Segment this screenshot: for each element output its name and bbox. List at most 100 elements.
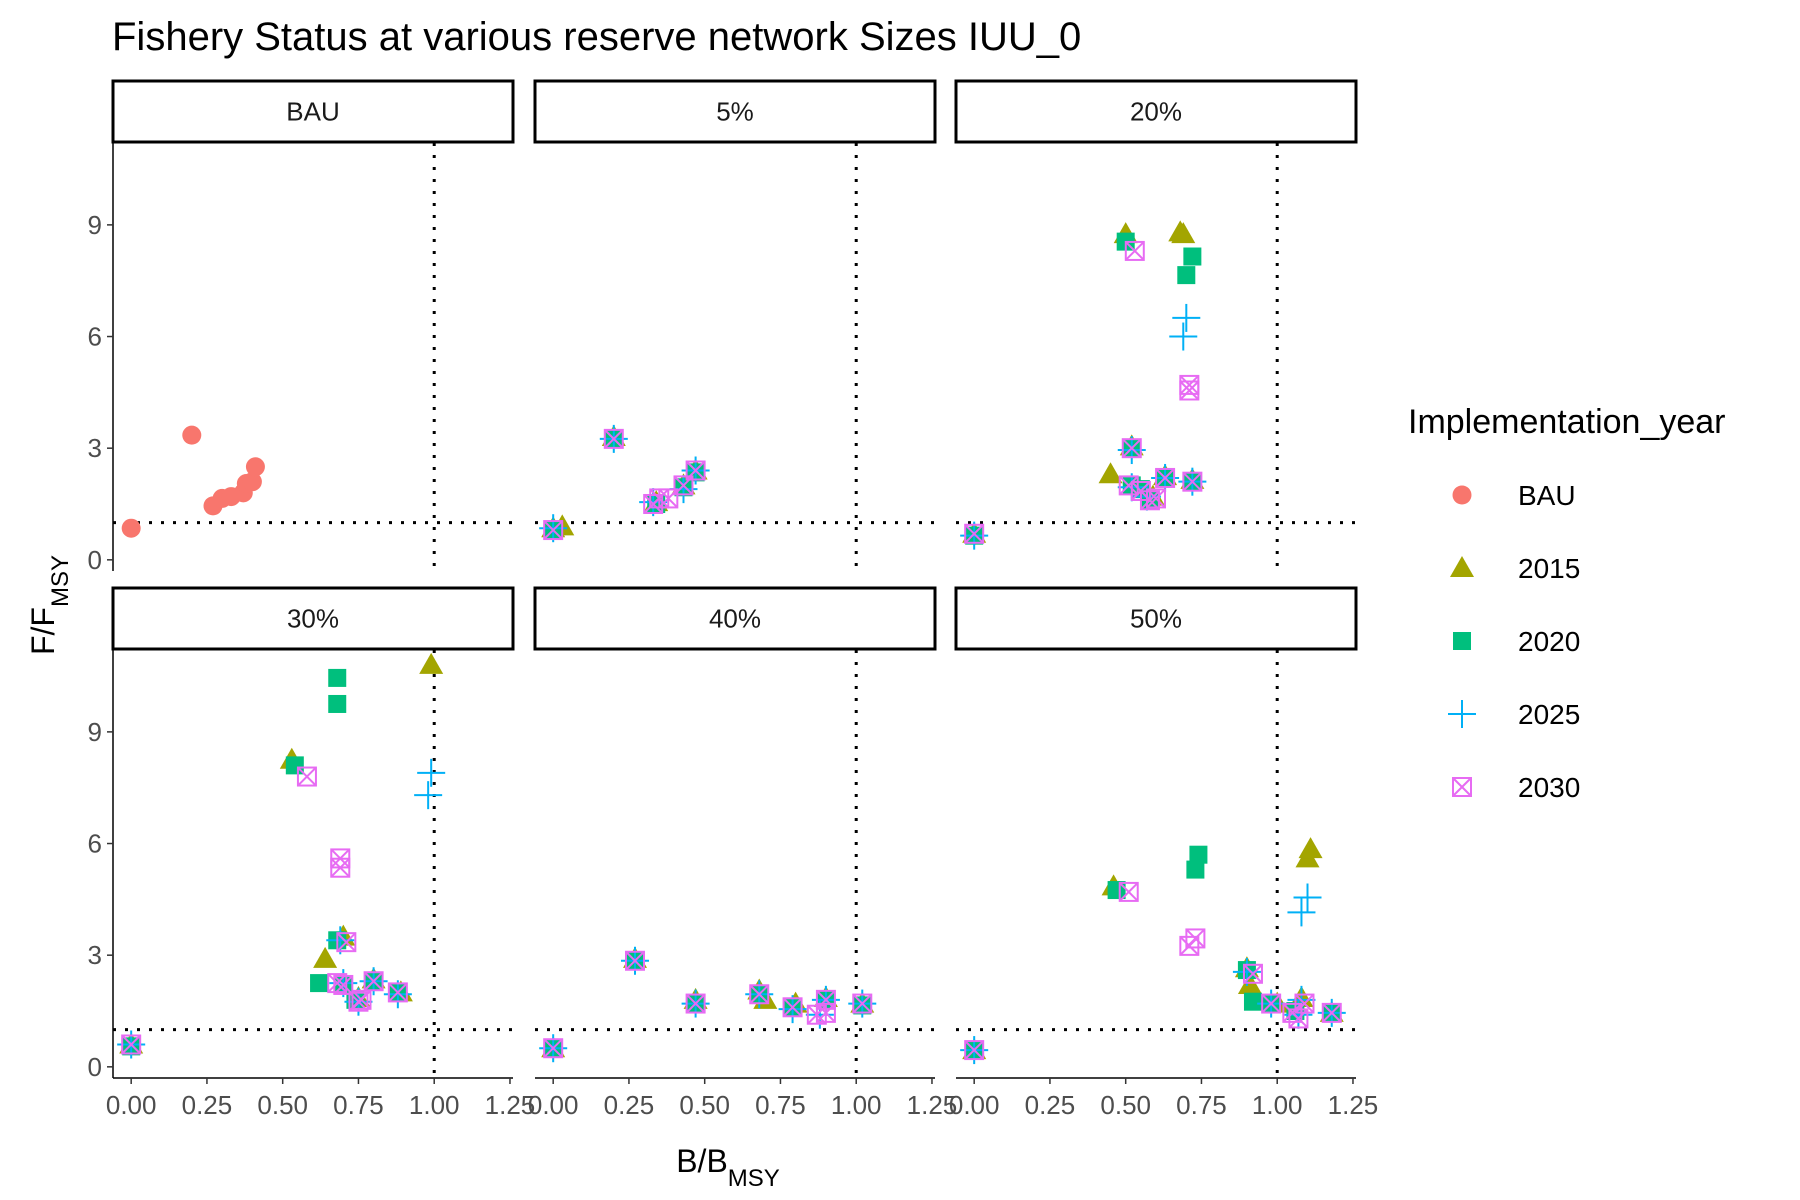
panels-layer: BAU 0 3 6 9 5% 20% 30% 0 3 6 9 0.00 0.25 0.50 0.75 1.00 1… bbox=[88, 79, 1379, 1120]
data-point bbox=[1243, 992, 1262, 1011]
x-tick-label: 0.25 bbox=[182, 1090, 233, 1120]
panel-5pct: 5% bbox=[533, 79, 937, 571]
legend-item-2025: 2025 bbox=[1448, 699, 1580, 730]
x-tick-label: 1.25 bbox=[907, 1090, 958, 1120]
data-point bbox=[1183, 247, 1202, 266]
data-point bbox=[685, 993, 706, 1014]
data-point bbox=[603, 428, 624, 449]
data-point bbox=[543, 520, 564, 541]
series-2020-50pct bbox=[965, 845, 1341, 1060]
x-tick-label: 1.25 bbox=[485, 1090, 536, 1120]
legend-key-2020 bbox=[1453, 632, 1471, 650]
legend-items: BAU 2015 2020 2025 2030 bbox=[1448, 480, 1580, 803]
y-tick-label: 3 bbox=[88, 433, 102, 463]
panel-30pct: 30% 0 3 6 9 0.00 0.25 0.50 0.75 1.00 1.25 bbox=[88, 586, 536, 1120]
x-tick-label: 1.25 bbox=[1328, 1090, 1379, 1120]
data-point bbox=[333, 974, 354, 995]
legend-label: 2020 bbox=[1518, 626, 1580, 657]
data-point bbox=[351, 989, 372, 1010]
data-point bbox=[1155, 467, 1176, 488]
x-tick-label: 1.00 bbox=[1252, 1090, 1303, 1120]
x-tick-label: 0.50 bbox=[1100, 1090, 1151, 1120]
data-point bbox=[1185, 928, 1206, 949]
legend-title: Implementation_year bbox=[1408, 403, 1726, 441]
data-point bbox=[815, 989, 836, 1010]
data-point bbox=[1186, 860, 1205, 879]
x-tick-label: 0.00 bbox=[528, 1090, 579, 1120]
x-tick-label: 0.75 bbox=[755, 1090, 806, 1120]
y-tick-label: 9 bbox=[88, 210, 102, 240]
facet-strip-50pct bbox=[954, 586, 1358, 651]
data-point bbox=[1261, 993, 1282, 1014]
x-tick-label: 1.00 bbox=[409, 1090, 460, 1120]
series-2030-50pct bbox=[964, 881, 1342, 1061]
data-point bbox=[417, 758, 446, 787]
data-point bbox=[242, 472, 262, 492]
data-point bbox=[543, 1038, 564, 1059]
data-point bbox=[1121, 438, 1142, 459]
data-point bbox=[1179, 374, 1200, 395]
facet-strip-label-50pct: 50% bbox=[1130, 604, 1182, 634]
x-tick-label: 1.00 bbox=[831, 1090, 882, 1120]
x-tick-label: 0.00 bbox=[106, 1090, 157, 1120]
y-axis-title: F/FMSY bbox=[25, 555, 74, 655]
legend-label: 2015 bbox=[1518, 553, 1580, 584]
data-point bbox=[387, 982, 408, 1003]
series-2025-20pct bbox=[960, 303, 1207, 550]
data-point bbox=[1118, 881, 1139, 902]
data-point bbox=[1146, 488, 1166, 509]
panel-40pct: 40% 0.00 0.25 0.50 0.75 1.00 1.25 bbox=[528, 586, 958, 1120]
data-point bbox=[1293, 883, 1322, 912]
x-tick-label: 0.00 bbox=[949, 1090, 1000, 1120]
legend-key-2025 bbox=[1448, 700, 1476, 728]
data-point bbox=[296, 766, 317, 787]
data-point bbox=[1169, 322, 1198, 351]
x-tick-label: 0.75 bbox=[1176, 1090, 1227, 1120]
y-tick-label: 6 bbox=[88, 829, 102, 859]
data-point bbox=[625, 950, 645, 971]
series-bau-bau bbox=[121, 425, 265, 538]
data-point bbox=[121, 518, 141, 538]
data-point bbox=[1171, 222, 1196, 244]
series-2030-40pct bbox=[543, 950, 873, 1059]
data-point bbox=[1287, 898, 1316, 927]
x-tick-label: 0.50 bbox=[679, 1090, 730, 1120]
data-point bbox=[414, 781, 443, 810]
data-point bbox=[782, 997, 803, 1018]
data-point bbox=[1232, 957, 1261, 986]
series-2030-30pct bbox=[121, 766, 408, 1055]
data-point bbox=[852, 993, 873, 1014]
facet-strip-bau bbox=[111, 79, 515, 144]
facet-strip-20pct bbox=[954, 79, 1358, 144]
facet-strip-label-30pct: 30% bbox=[287, 604, 339, 634]
data-point bbox=[1321, 1002, 1342, 1023]
data-point bbox=[685, 460, 706, 481]
legend-key-bau bbox=[1452, 485, 1472, 505]
series-2025-30pct bbox=[117, 758, 446, 1059]
legend-item-2020: 2020 bbox=[1453, 626, 1580, 657]
y-axis-title-sub: MSY bbox=[47, 555, 74, 607]
legend-key-2030 bbox=[1452, 777, 1472, 797]
series-2030-5pct bbox=[543, 428, 706, 541]
series-2015-50pct bbox=[962, 837, 1344, 1060]
data-point bbox=[1298, 837, 1323, 859]
x-axis-title-main: B/B bbox=[676, 1143, 728, 1179]
data-point bbox=[182, 425, 202, 445]
data-point bbox=[313, 946, 338, 968]
data-point bbox=[964, 1040, 985, 1061]
data-point bbox=[1294, 993, 1315, 1014]
data-point bbox=[245, 457, 265, 477]
legend-label: 2030 bbox=[1518, 772, 1580, 803]
facet-strip-40pct bbox=[533, 586, 937, 651]
data-point bbox=[328, 694, 347, 713]
data-point bbox=[328, 668, 347, 687]
facet-strip-30pct bbox=[111, 586, 515, 651]
y-tick-label: 3 bbox=[88, 940, 102, 970]
facet-strip-label-20pct: 20% bbox=[1130, 97, 1182, 127]
facet-strip-label-bau: BAU bbox=[286, 97, 339, 127]
data-point bbox=[1124, 240, 1145, 261]
y-tick-label: 9 bbox=[88, 717, 102, 747]
x-tick-label: 0.25 bbox=[604, 1090, 655, 1120]
data-point bbox=[964, 523, 985, 544]
